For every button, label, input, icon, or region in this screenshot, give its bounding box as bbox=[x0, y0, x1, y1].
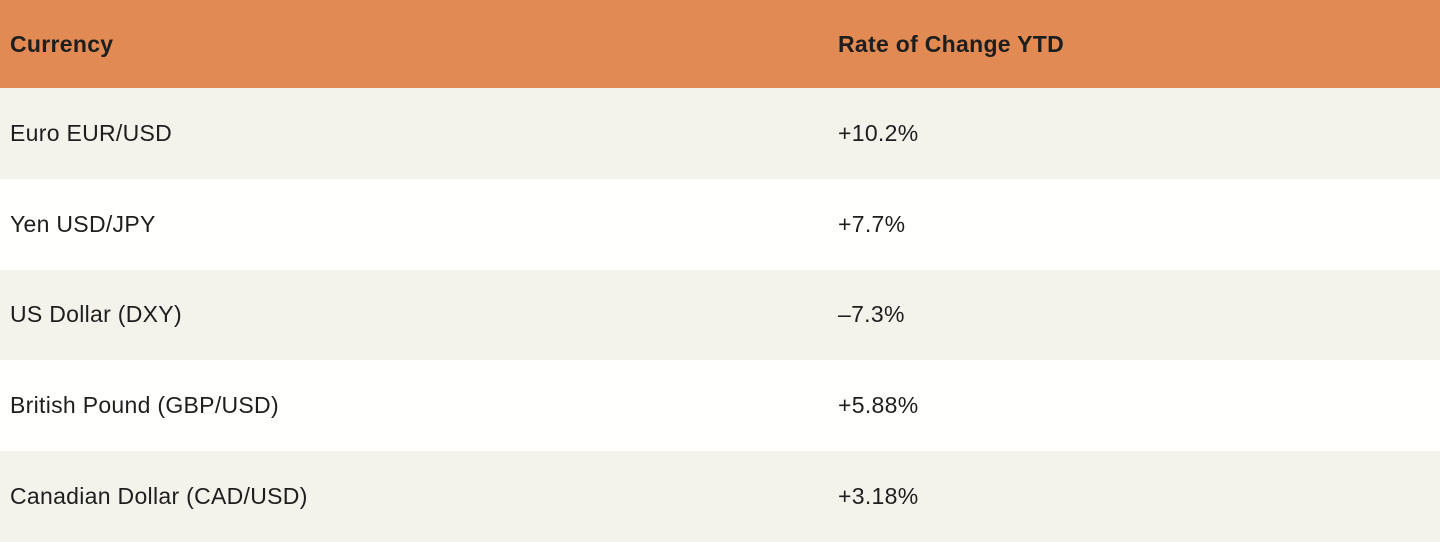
rate-value: +3.18% bbox=[838, 483, 919, 510]
rate-value: +5.88% bbox=[838, 392, 919, 419]
rate-value: +10.2% bbox=[838, 119, 919, 146]
column-header-currency: Currency bbox=[10, 30, 114, 57]
currency-name: US Dollar (DXY) bbox=[10, 301, 182, 328]
table-row: Canadian Dollar (CAD/USD) +3.18% bbox=[0, 451, 1440, 542]
rate-value: –7.3% bbox=[838, 301, 905, 328]
table-row: Euro EUR/USD +10.2% bbox=[0, 88, 1440, 179]
table-row: British Pound (GBP/USD) +5.88% bbox=[0, 360, 1440, 452]
table-row: Yen USD/JPY +7.7% bbox=[0, 178, 1440, 270]
currency-name: British Pound (GBP/USD) bbox=[10, 392, 279, 419]
table-row: US Dollar (DXY) –7.3% bbox=[0, 269, 1440, 361]
currency-name: Euro EUR/USD bbox=[10, 119, 173, 146]
table-header-row: Currency Rate of Change YTD bbox=[0, 0, 1440, 88]
rate-value: +7.7% bbox=[838, 210, 906, 237]
column-header-rate-of-change-ytd: Rate of Change YTD bbox=[838, 30, 1065, 57]
currency-name: Yen USD/JPY bbox=[10, 210, 156, 237]
currency-name: Canadian Dollar (CAD/USD) bbox=[10, 483, 308, 510]
